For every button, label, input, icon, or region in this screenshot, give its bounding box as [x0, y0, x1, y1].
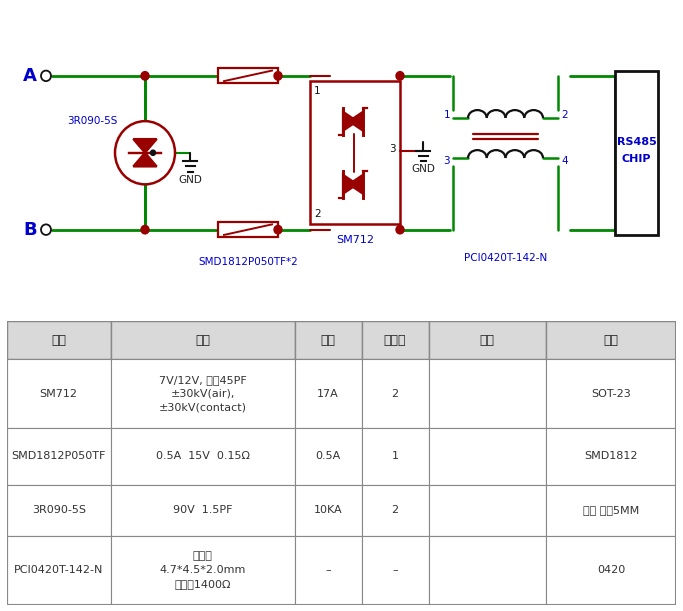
Circle shape	[150, 150, 156, 155]
Bar	[218, 222, 278, 237]
Text: 1: 1	[314, 86, 320, 97]
Circle shape	[396, 71, 404, 80]
Bar	[361, 485, 428, 536]
Bar	[546, 321, 676, 359]
Text: CHIP: CHIP	[622, 154, 652, 164]
Text: PCI0420T-142-N: PCI0420T-142-N	[464, 253, 547, 263]
Bar	[294, 428, 361, 485]
Bar	[218, 68, 278, 83]
Circle shape	[396, 225, 404, 234]
Text: 0.5A: 0.5A	[316, 452, 341, 461]
Circle shape	[274, 225, 282, 234]
Bar	[361, 428, 428, 485]
Text: 7V/12V, 双甧45PF
±30kV(air),
±30kV(contact): 7V/12V, 双甧45PF ±30kV(air), ±30kV(contact…	[158, 375, 247, 413]
Bar	[111, 536, 294, 605]
Bar	[361, 321, 428, 359]
Bar	[428, 428, 546, 485]
Text: –: –	[325, 565, 331, 576]
Bar	[7, 428, 111, 485]
Bar	[615, 71, 658, 235]
Bar	[7, 536, 111, 605]
Text: 17A: 17A	[317, 389, 339, 399]
Bar	[111, 359, 294, 428]
Text: 10KA: 10KA	[313, 505, 342, 515]
Bar	[111, 485, 294, 536]
Bar	[7, 359, 111, 428]
Polygon shape	[349, 175, 363, 194]
Text: 尺寸：
4.7*4.5*2.0mm
阻値：1400Ω: 尺寸： 4.7*4.5*2.0mm 阻値：1400Ω	[159, 551, 246, 590]
Polygon shape	[349, 112, 363, 131]
Bar	[294, 321, 361, 359]
Bar	[546, 428, 676, 485]
Text: 3R090-5S: 3R090-5S	[31, 505, 85, 515]
Text: 电流: 电流	[320, 334, 335, 346]
Text: SOT-23: SOT-23	[591, 389, 631, 399]
Text: 90V  1.5PF: 90V 1.5PF	[173, 505, 232, 515]
Bar	[546, 485, 676, 536]
Bar	[294, 536, 361, 605]
Text: 通道数: 通道数	[384, 334, 406, 346]
Circle shape	[41, 224, 51, 235]
Bar	[546, 536, 676, 605]
Text: 2: 2	[314, 209, 320, 219]
Text: 2: 2	[561, 110, 568, 120]
Text: SMD1812P050TF*2: SMD1812P050TF*2	[198, 257, 298, 267]
Text: SM712: SM712	[40, 389, 78, 399]
Text: GND: GND	[178, 175, 202, 185]
Text: 4: 4	[561, 156, 568, 166]
Text: 1: 1	[391, 452, 399, 461]
Bar	[7, 485, 111, 536]
Bar	[428, 536, 546, 605]
Bar	[361, 359, 428, 428]
Bar	[310, 81, 400, 224]
Text: 型号: 型号	[51, 334, 66, 346]
Text: 2: 2	[391, 505, 399, 515]
Text: 外观: 外观	[479, 334, 494, 346]
Circle shape	[141, 71, 149, 80]
Polygon shape	[133, 153, 156, 166]
Bar	[294, 485, 361, 536]
Circle shape	[141, 225, 149, 234]
Bar	[428, 359, 546, 428]
Text: GND: GND	[411, 164, 435, 174]
Text: A: A	[23, 67, 37, 85]
Polygon shape	[133, 139, 156, 153]
Text: SMD1812: SMD1812	[584, 452, 638, 461]
Text: 1: 1	[443, 110, 450, 120]
Circle shape	[274, 71, 282, 80]
Text: 0420: 0420	[597, 565, 625, 576]
Circle shape	[115, 121, 175, 185]
Polygon shape	[343, 175, 357, 194]
Text: 0.5A  15V  0.15Ω: 0.5A 15V 0.15Ω	[156, 452, 249, 461]
Text: 描述: 描述	[195, 334, 210, 346]
Bar	[294, 359, 361, 428]
Circle shape	[41, 71, 51, 81]
Bar	[428, 321, 546, 359]
Text: 3R090-5S: 3R090-5S	[67, 116, 117, 126]
Bar	[546, 359, 676, 428]
Text: 三极 直径5MM: 三极 直径5MM	[583, 505, 639, 515]
Bar	[361, 536, 428, 605]
Text: –: –	[392, 565, 398, 576]
Text: SM712: SM712	[336, 235, 374, 245]
Bar	[428, 485, 546, 536]
Bar	[7, 321, 111, 359]
Text: RS485: RS485	[617, 137, 656, 147]
Text: B: B	[23, 221, 37, 239]
Bar	[111, 428, 294, 485]
Text: SMD1812P050TF: SMD1812P050TF	[12, 452, 106, 461]
Text: 封装: 封装	[603, 334, 618, 346]
Bar	[111, 321, 294, 359]
Text: 3: 3	[389, 144, 396, 153]
Text: 2: 2	[391, 389, 399, 399]
Text: 3: 3	[443, 156, 450, 166]
Polygon shape	[343, 112, 357, 131]
Text: PCI0420T-142-N: PCI0420T-142-N	[14, 565, 103, 576]
